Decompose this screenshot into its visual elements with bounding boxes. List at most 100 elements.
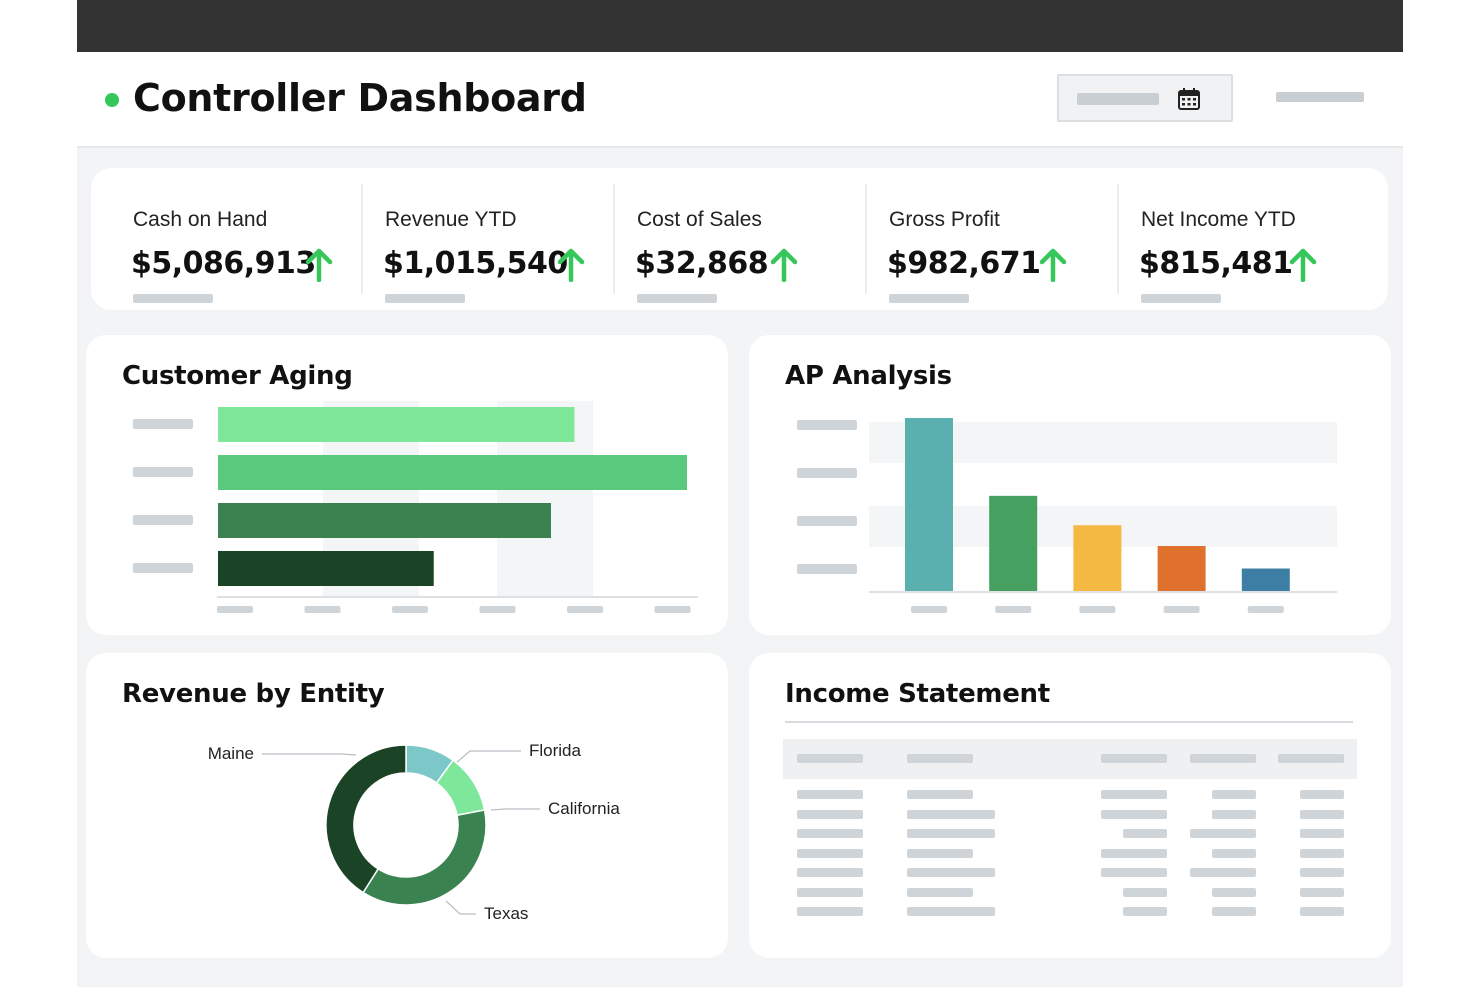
kpi-cost-of-sales[interactable]: Cost of Sales $32,868: [595, 184, 847, 303]
kpi-value: $32,868: [635, 246, 769, 281]
arrow-up-icon: [770, 248, 798, 282]
y-tick-label-placeholder: [797, 468, 857, 478]
slice-label: Texas: [484, 904, 528, 923]
kpi-value: $815,481: [1139, 246, 1293, 281]
tick-label-placeholder: [567, 606, 603, 613]
table-cell-placeholder: [797, 868, 863, 877]
table-cell-placeholder: [907, 829, 995, 838]
bar: [989, 495, 1038, 591]
income-statement-card[interactable]: Income Statement: [749, 653, 1391, 958]
tick-label-placeholder: [479, 606, 516, 613]
table-cell-placeholder: [1101, 868, 1167, 877]
customer-aging-chart[interactable]: [86, 335, 728, 635]
header-link-placeholder[interactable]: [1276, 92, 1364, 102]
kpi-value: $5,086,913: [131, 246, 316, 281]
table-cell-placeholder: [1212, 887, 1256, 897]
table-cell-placeholder: [1300, 809, 1344, 819]
y-tick-label-placeholder: [797, 564, 857, 574]
table-cell-placeholder: [1212, 809, 1256, 819]
table-cell-placeholder: [1190, 829, 1256, 838]
kpi-label: Cost of Sales: [637, 208, 762, 231]
kpi-placeholder-bar: [889, 294, 969, 303]
table-cell-placeholder: [797, 887, 863, 897]
table-cell-placeholder: [1123, 907, 1167, 916]
x-tick-label-placeholder: [911, 606, 947, 613]
table-cell-placeholder: [1300, 907, 1344, 916]
ap-analysis-card[interactable]: AP Analysis: [749, 335, 1391, 635]
kpi-label: Revenue YTD: [385, 208, 517, 231]
calendar-icon[interactable]: [1177, 87, 1201, 111]
kpi-net-income-ytd[interactable]: Net Income YTD $815,481: [1099, 184, 1351, 303]
kpi-placeholder-bar: [1141, 294, 1221, 303]
category-label-placeholder: [133, 467, 193, 477]
card-title: Revenue by Entity: [122, 679, 385, 709]
arrow-up-icon: [557, 248, 585, 282]
table-header-placeholder: [797, 754, 863, 763]
kpi-divider: [361, 184, 363, 294]
leader-line: [445, 900, 476, 915]
table-cell-placeholder: [1300, 887, 1344, 897]
leader-line: [490, 808, 540, 811]
table-cell-placeholder: [1190, 868, 1256, 877]
table-cell-placeholder: [907, 848, 973, 858]
table-cell-placeholder: [1101, 809, 1167, 819]
category-label-placeholder: [133, 515, 193, 525]
slice-label: Maine: [208, 744, 254, 763]
page-title: Controller Dashboard: [133, 76, 587, 120]
income-statement-header-row: [783, 739, 1357, 779]
date-picker-placeholder: [1077, 93, 1159, 105]
bar: [218, 503, 551, 538]
y-tick-label-placeholder: [797, 420, 857, 430]
table-cell-placeholder: [1123, 887, 1167, 897]
card-title: Customer Aging: [122, 361, 353, 391]
arrow-up-icon: [1039, 248, 1067, 282]
x-tick-label-placeholder: [1079, 606, 1116, 613]
table-cell-placeholder: [797, 790, 863, 799]
table-cell-placeholder: [1300, 848, 1344, 858]
table-cell-placeholder: [1123, 829, 1167, 838]
table-cell-placeholder: [907, 868, 995, 877]
slice-label: Florida: [529, 741, 582, 760]
table-cell-placeholder: [797, 829, 863, 838]
table-cell-placeholder: [797, 907, 863, 916]
bar: [1157, 546, 1206, 591]
table-cell-placeholder: [907, 809, 995, 819]
bar: [1241, 568, 1290, 591]
table-cell-placeholder: [1300, 868, 1344, 877]
kpi-card: Cash on Hand $5,086,913 Revenue YTD $1,0…: [91, 168, 1388, 310]
kpi-gross-profit[interactable]: Gross Profit $982,671: [847, 184, 1099, 303]
status-dot: [105, 93, 119, 107]
customer-aging-card[interactable]: Customer Aging: [86, 335, 728, 635]
table-header-placeholder: [1278, 754, 1344, 763]
revenue-by-entity-card[interactable]: Revenue by Entity Florida California Texas…: [86, 653, 728, 958]
kpi-revenue-ytd[interactable]: Revenue YTD $1,015,540: [343, 184, 595, 303]
date-picker[interactable]: [1057, 74, 1233, 122]
card-title: Income Statement: [785, 679, 1050, 709]
revenue-by-entity-chart[interactable]: Florida California Texas Maine: [86, 653, 728, 958]
arrow-up-icon: [305, 248, 333, 282]
card-title: AP Analysis: [785, 361, 952, 391]
table-cell-placeholder: [1300, 829, 1344, 838]
ap-analysis-chart[interactable]: [749, 335, 1391, 635]
donut-slice: [325, 744, 407, 894]
x-tick-label-placeholder: [995, 606, 1032, 613]
top-bar: [77, 0, 1403, 52]
table-cell-placeholder: [1212, 907, 1256, 916]
arrow-up-icon: [1289, 248, 1317, 282]
kpi-cash-on-hand[interactable]: Cash on Hand $5,086,913: [91, 184, 343, 303]
table-cell-placeholder: [907, 907, 995, 916]
table-header-placeholder: [1101, 754, 1167, 763]
bar: [218, 407, 575, 442]
category-label-placeholder: [133, 563, 193, 573]
table-cell-placeholder: [797, 809, 863, 819]
tick-label-placeholder: [304, 606, 341, 613]
donut-slice: [362, 809, 487, 906]
page-header: Controller Dashboard: [77, 52, 1403, 148]
table-cell-placeholder: [907, 887, 973, 897]
kpi-value: $1,015,540: [383, 246, 568, 281]
leader-line: [262, 753, 357, 756]
slice-label: California: [548, 799, 620, 818]
table-cell-placeholder: [1212, 848, 1256, 858]
tick-label-placeholder: [654, 606, 691, 613]
tick-label-placeholder: [217, 606, 253, 613]
